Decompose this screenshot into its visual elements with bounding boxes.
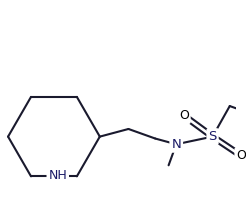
- Text: O: O: [179, 109, 189, 122]
- Text: S: S: [208, 130, 217, 143]
- Text: NH: NH: [48, 169, 67, 182]
- Text: O: O: [236, 149, 246, 162]
- Text: N: N: [171, 138, 181, 151]
